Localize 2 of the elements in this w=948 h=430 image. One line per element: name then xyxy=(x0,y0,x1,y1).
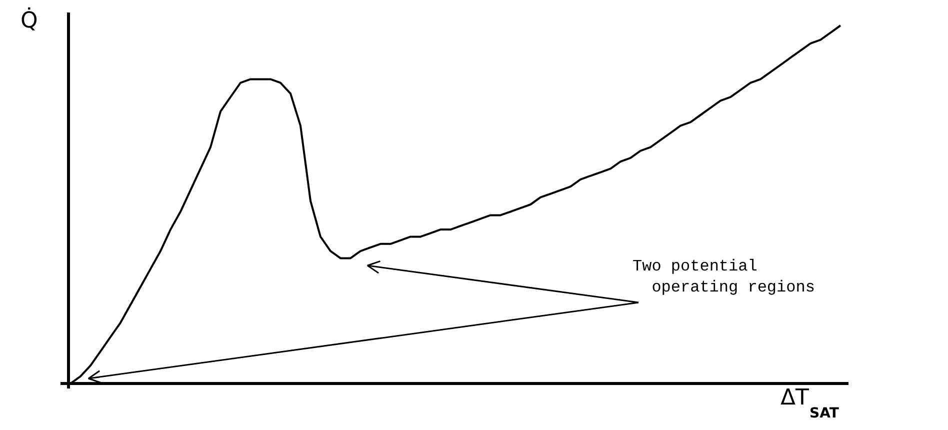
annotation: Two potential operating regions xyxy=(632,258,815,296)
y-axis-title: Q̇ xyxy=(20,6,38,34)
